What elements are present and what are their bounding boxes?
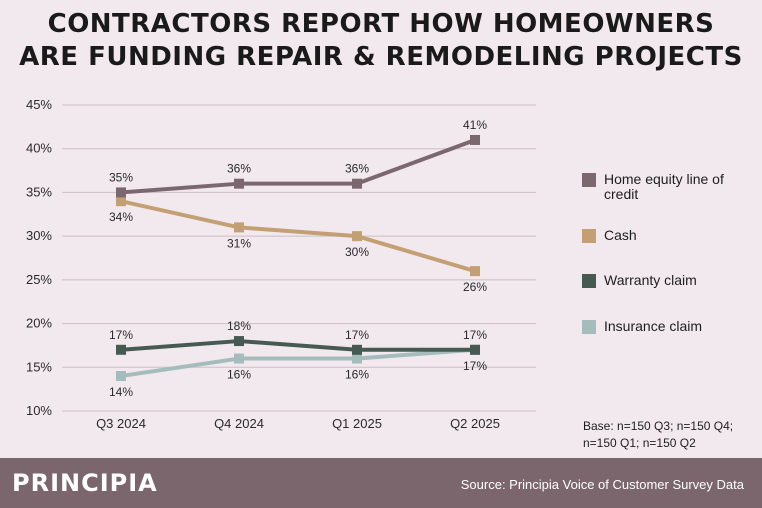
- legend-label: Cash: [604, 227, 637, 243]
- legend-item: Warranty claim: [582, 273, 754, 288]
- data-label: 17%: [109, 328, 133, 342]
- data-point: [116, 371, 126, 382]
- y-tick-label: 45%: [26, 97, 52, 112]
- data-label: 26%: [463, 280, 487, 294]
- y-tick-label: 40%: [26, 141, 52, 156]
- data-point: [470, 134, 480, 145]
- data-label: 17%: [345, 328, 369, 342]
- data-label: 41%: [463, 118, 487, 132]
- data-point: [116, 187, 126, 198]
- data-label: 18%: [227, 319, 251, 333]
- source-note: Source: Principia Voice of Customer Surv…: [460, 477, 744, 492]
- data-point: [234, 336, 244, 347]
- data-point: [352, 353, 362, 364]
- chart-title-line-1: CONTRACTORS REPORT HOW HOMEOWNERS: [47, 9, 715, 39]
- y-tick-label: 15%: [26, 359, 52, 374]
- legend-item: Cash: [582, 228, 754, 243]
- series-line: [120, 138, 476, 195]
- legend-label: Insurance claim: [604, 318, 703, 334]
- legend-label: Home equity line of credit: [604, 171, 724, 202]
- data-label: 35%: [109, 170, 133, 184]
- legend-swatch: [582, 229, 596, 243]
- data-point: [116, 196, 126, 207]
- line-chart: 10% 15% 20% 25% 30% 35% 40% 45% Q3 2024 Q4 2024 Q1…: [26, 97, 536, 431]
- series-line: [120, 199, 476, 274]
- y-tick-label: 10%: [26, 403, 52, 418]
- data-label: 34%: [109, 210, 133, 224]
- data-point: [470, 344, 480, 355]
- series-line: [120, 339, 475, 352]
- legend-item: Home equity line of credit: [582, 172, 754, 202]
- chart-title-line-2: ARE FUNDING REPAIR & REMODELING PROJECTS: [19, 42, 743, 72]
- y-tick-label: 35%: [26, 184, 52, 199]
- y-tick-label: 20%: [26, 316, 52, 331]
- series-line: [120, 347, 476, 379]
- x-tick-label: Q4 2024: [214, 416, 264, 431]
- y-tick-label: 25%: [26, 272, 52, 287]
- legend-label: Warranty claim: [604, 272, 697, 288]
- data-point: [116, 344, 126, 355]
- base-note: Base: n=150 Q3; n=150 Q4; n=150 Q1; n=15…: [583, 419, 734, 450]
- data-label: 14%: [109, 385, 133, 399]
- legend-swatch: [582, 274, 596, 288]
- data-point: [352, 231, 362, 242]
- data-label: 16%: [345, 368, 369, 382]
- data-label: 16%: [227, 368, 251, 382]
- footer-bar: PRINCIPIA Source: Principia Voice of Cus…: [0, 458, 762, 508]
- brand-logo: PRINCIPIA: [12, 469, 158, 497]
- y-tick-label: 30%: [26, 228, 52, 243]
- data-point: [352, 178, 362, 189]
- data-label: 30%: [345, 245, 369, 259]
- data-point: [234, 178, 244, 189]
- data-point: [352, 344, 362, 355]
- data-label: 17%: [463, 359, 487, 373]
- data-point: [234, 353, 244, 364]
- legend-swatch: [582, 173, 596, 187]
- data-label: 17%: [463, 328, 487, 342]
- data-label: 36%: [345, 162, 369, 176]
- data-label: 31%: [227, 236, 251, 250]
- x-tick-label: Q3 2024: [96, 416, 146, 431]
- chart-title: CONTRACTORS REPORT HOW HOMEOWNERS ARE FU…: [0, 8, 762, 74]
- x-tick-label: Q2 2025: [450, 416, 500, 431]
- data-label: 36%: [227, 162, 251, 176]
- legend-swatch: [582, 320, 596, 334]
- legend-item: Insurance claim: [582, 319, 754, 334]
- x-tick-label: Q1 2025: [332, 416, 382, 431]
- data-point: [470, 266, 480, 277]
- data-point: [234, 222, 244, 233]
